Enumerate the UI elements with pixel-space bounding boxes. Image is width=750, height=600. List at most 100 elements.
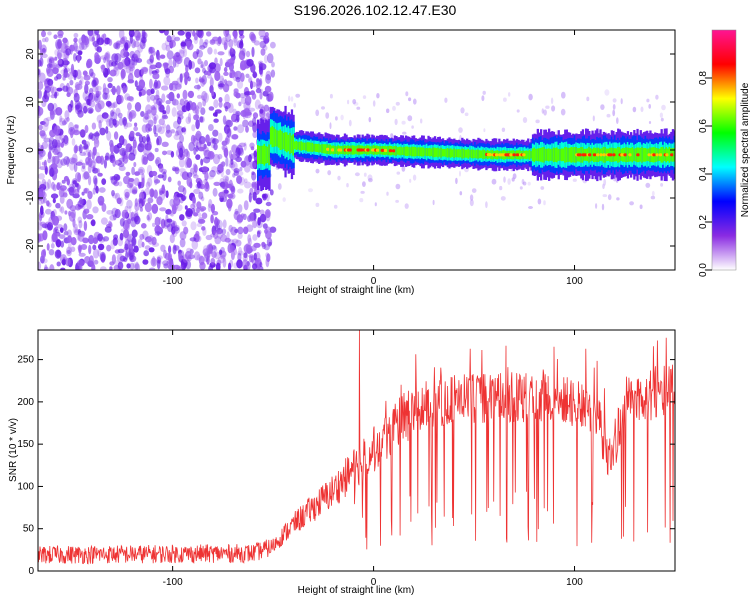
noise-speckle xyxy=(48,216,56,226)
noise-speckle xyxy=(163,76,171,86)
band-segment xyxy=(443,149,446,157)
noise-speckle xyxy=(138,168,144,174)
band-segment xyxy=(525,150,528,160)
noise-speckle xyxy=(141,177,145,187)
band-segment xyxy=(260,145,263,164)
x-tick-label: -100 xyxy=(163,577,183,588)
y-tick-label: 250 xyxy=(17,355,34,366)
band-segment xyxy=(263,143,266,166)
noise-speckle xyxy=(141,223,147,229)
noise-speckle xyxy=(192,196,196,204)
noise-speckle xyxy=(81,165,86,173)
noise-speckle xyxy=(213,48,218,55)
noise-speckle xyxy=(83,143,89,150)
noise-speckle xyxy=(203,143,207,150)
band-peak xyxy=(578,153,582,157)
noise-speckle xyxy=(259,209,265,216)
noise-speckle xyxy=(186,40,192,48)
colorbar-tick-label: 0.8 xyxy=(698,71,709,85)
noise-speckle xyxy=(118,157,125,163)
noise-speckle xyxy=(139,207,143,212)
noise-speckle xyxy=(59,227,64,233)
noise-speckle xyxy=(212,187,218,197)
noise-speckle xyxy=(63,156,71,165)
noise-speckle xyxy=(270,69,276,78)
noise-speckle xyxy=(62,60,70,66)
noise-speckle xyxy=(112,213,117,221)
noise-speckle xyxy=(260,48,266,56)
noise-speckle xyxy=(145,104,152,115)
noise-speckle xyxy=(111,53,119,63)
noise-speckle xyxy=(74,223,78,233)
noise-speckle xyxy=(639,204,643,210)
band-segment xyxy=(424,148,427,156)
noise-speckle xyxy=(155,61,162,69)
band-segment xyxy=(292,134,295,156)
noise-speckle xyxy=(57,52,62,60)
noise-speckle xyxy=(201,196,205,202)
noise-speckle xyxy=(376,93,380,99)
band-peak xyxy=(602,153,607,157)
noise-speckle xyxy=(104,226,112,233)
band-segment xyxy=(400,146,403,156)
noise-speckle xyxy=(187,76,191,82)
noise-speckle xyxy=(126,263,131,269)
noise-speckle xyxy=(68,183,75,193)
noise-speckle xyxy=(58,234,66,240)
noise-speckle xyxy=(217,153,223,160)
band-segment xyxy=(633,148,636,161)
noise-speckle xyxy=(40,44,47,55)
noise-speckle xyxy=(129,252,134,261)
noise-speckle xyxy=(277,183,282,190)
band-segment xyxy=(273,127,276,148)
noise-speckle xyxy=(193,114,200,121)
noise-speckle xyxy=(205,181,210,190)
noise-speckle xyxy=(59,134,66,140)
band-segment xyxy=(634,148,638,162)
noise-speckle xyxy=(176,125,184,136)
noise-speckle xyxy=(61,259,67,266)
noise-speckle xyxy=(157,174,164,179)
noise-speckle xyxy=(166,104,171,115)
noise-speckle xyxy=(73,32,79,38)
band-segment xyxy=(314,143,318,152)
noise-speckle xyxy=(240,72,245,83)
noise-speckle xyxy=(38,233,42,243)
noise-speckle xyxy=(118,135,125,146)
noise-speckle xyxy=(244,264,250,270)
noise-speckle xyxy=(236,124,245,134)
band-segment xyxy=(433,147,437,158)
band-segment xyxy=(445,148,448,157)
noise-speckle xyxy=(640,106,644,113)
snr-ylabel: SNR (10 * v/v) xyxy=(8,418,19,482)
noise-speckle xyxy=(202,41,208,49)
noise-speckle xyxy=(86,60,91,69)
noise-speckle xyxy=(251,263,258,270)
noise-speckle xyxy=(266,53,274,64)
noise-speckle xyxy=(82,70,88,76)
band-segment xyxy=(451,149,454,157)
spectrogram-ylabel: Frequency (Hz) xyxy=(6,116,17,185)
band-segment xyxy=(543,147,546,163)
noise-speckle xyxy=(101,64,106,73)
noise-speckle xyxy=(499,185,503,191)
noise-speckle xyxy=(79,264,83,270)
noise-speckle xyxy=(248,192,252,203)
band-segment xyxy=(475,149,478,159)
noise-speckle xyxy=(159,30,165,34)
noise-speckle xyxy=(141,142,148,148)
noise-speckle xyxy=(133,262,137,269)
noise-speckle xyxy=(55,215,63,221)
noise-speckle xyxy=(173,133,181,141)
noise-speckle xyxy=(135,132,141,137)
noise-speckle xyxy=(188,141,195,152)
noise-speckle xyxy=(222,145,228,153)
noise-speckle xyxy=(133,245,139,253)
band-segment xyxy=(430,148,433,157)
noise-speckle xyxy=(592,115,595,122)
noise-speckle xyxy=(206,250,211,259)
noise-speckle xyxy=(120,68,126,79)
noise-speckle xyxy=(67,235,72,243)
noise-speckle xyxy=(131,55,135,66)
noise-speckle xyxy=(126,102,132,111)
